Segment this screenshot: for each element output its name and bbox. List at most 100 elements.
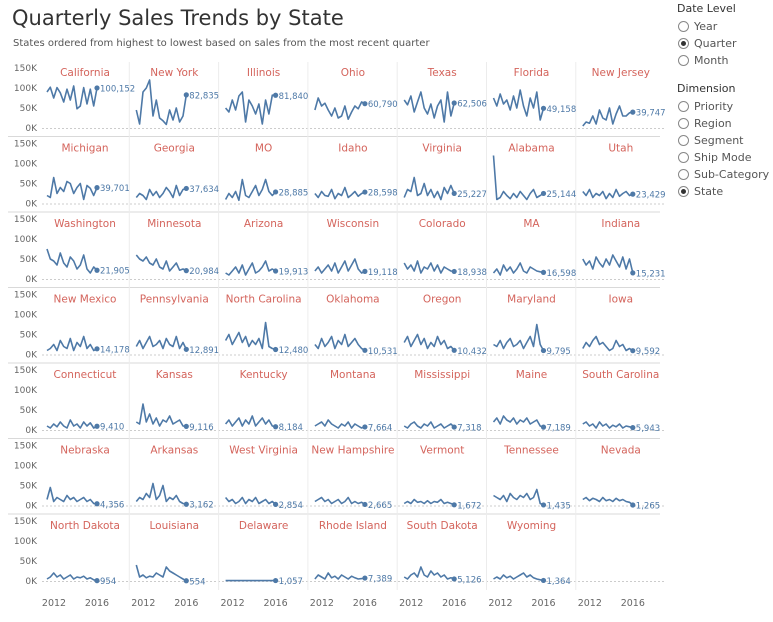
y-tick-label: 100K bbox=[14, 235, 38, 245]
y-tick-label: 50K bbox=[20, 180, 38, 190]
last-point bbox=[362, 189, 368, 195]
series-line bbox=[225, 260, 277, 276]
page-title: Quarterly Sales Trends by State bbox=[12, 6, 344, 30]
state-label: Vermont bbox=[420, 445, 464, 457]
data-label: 10,531 bbox=[368, 347, 398, 357]
last-point bbox=[630, 348, 636, 354]
last-point bbox=[362, 575, 368, 581]
last-point bbox=[94, 501, 100, 507]
date-level-title: Date Level bbox=[677, 2, 736, 15]
series-line bbox=[135, 184, 187, 201]
y-tick-label: 100K bbox=[14, 84, 38, 94]
radio-dim-segment[interactable]: Segment bbox=[678, 132, 744, 148]
data-label: 2,854 bbox=[279, 501, 303, 511]
last-point bbox=[273, 92, 279, 98]
last-point bbox=[273, 577, 279, 584]
radio-dim-state[interactable]: State bbox=[678, 183, 723, 199]
state-label: Kansas bbox=[156, 369, 193, 381]
state-label: North Dakota bbox=[50, 520, 120, 532]
series-line bbox=[582, 188, 634, 200]
series-line bbox=[135, 254, 187, 272]
radio-dim-priority[interactable]: Priority bbox=[678, 98, 733, 114]
y-tick-label: 100K bbox=[14, 386, 38, 396]
series-line bbox=[314, 186, 366, 200]
series-line bbox=[135, 564, 187, 582]
data-label: 20,984 bbox=[189, 267, 219, 277]
radio-icon bbox=[678, 151, 689, 163]
last-point bbox=[451, 502, 457, 508]
radio-label: Segment bbox=[694, 133, 744, 147]
data-label: 23,429 bbox=[636, 191, 666, 201]
last-point bbox=[451, 100, 457, 106]
state-label: Mississippi bbox=[414, 369, 470, 381]
state-label: Colorado bbox=[419, 218, 466, 230]
x-tick-label: 2012 bbox=[399, 598, 423, 609]
data-label: 3,162 bbox=[189, 501, 213, 511]
series-line bbox=[314, 572, 366, 580]
radio-label: Priority bbox=[694, 99, 734, 113]
last-point bbox=[362, 424, 368, 430]
last-point bbox=[362, 101, 368, 107]
last-point bbox=[362, 347, 368, 353]
last-point bbox=[630, 270, 636, 276]
data-label: 7,318 bbox=[457, 424, 481, 434]
data-label: 554 bbox=[189, 577, 205, 587]
series-line bbox=[582, 335, 634, 352]
data-label: 16,598 bbox=[547, 269, 577, 279]
data-label: 1,265 bbox=[636, 501, 660, 511]
state-label: West Virginia bbox=[229, 445, 298, 457]
last-point bbox=[451, 268, 457, 275]
last-point bbox=[630, 502, 636, 508]
last-point bbox=[183, 346, 189, 352]
data-label: 49,158 bbox=[547, 105, 577, 115]
last-point bbox=[540, 269, 547, 275]
y-tick-label: 50K bbox=[20, 406, 38, 416]
y-tick-label: 50K bbox=[20, 482, 38, 492]
series-line bbox=[403, 566, 455, 580]
series-line bbox=[582, 496, 634, 506]
radio-label: Month bbox=[694, 53, 729, 67]
data-label: 12,891 bbox=[189, 346, 219, 356]
series-line bbox=[46, 335, 98, 352]
series-line bbox=[46, 85, 98, 110]
y-tick-label: 0K bbox=[25, 351, 38, 361]
x-tick-label: 2012 bbox=[310, 598, 334, 609]
state-label: Arkansas bbox=[150, 445, 198, 457]
series-line bbox=[224, 496, 277, 506]
last-point bbox=[273, 346, 279, 353]
state-label: New York bbox=[150, 67, 199, 79]
last-point bbox=[183, 501, 189, 507]
y-tick-label: 100K bbox=[14, 160, 38, 170]
radio-icon bbox=[678, 100, 689, 112]
data-label: 37,634 bbox=[189, 185, 219, 195]
series-line bbox=[403, 260, 455, 274]
state-label: Oklahoma bbox=[326, 294, 379, 306]
series-line bbox=[46, 248, 98, 274]
data-label: 7,664 bbox=[368, 423, 392, 433]
radio-date-year[interactable]: Year bbox=[678, 18, 717, 34]
last-point bbox=[540, 190, 547, 197]
radio-date-month[interactable]: Month bbox=[678, 52, 728, 68]
series-line bbox=[493, 323, 545, 351]
x-tick-label: 2016 bbox=[85, 598, 109, 609]
state-label: Ohio bbox=[341, 67, 365, 79]
x-tick-label: 2012 bbox=[221, 598, 245, 609]
last-point bbox=[94, 267, 100, 273]
x-tick-label: 2016 bbox=[174, 598, 198, 609]
state-label: Louisiana bbox=[150, 520, 200, 532]
radio-date-quarter[interactable]: Quarter bbox=[678, 35, 737, 51]
data-label: 100,152 bbox=[100, 84, 135, 94]
radio-dim-sub-category[interactable]: Sub-Category bbox=[678, 166, 769, 182]
radio-dim-region[interactable]: Region bbox=[678, 115, 732, 131]
state-label: MO bbox=[255, 143, 272, 155]
series-line bbox=[135, 403, 187, 428]
series-line bbox=[224, 91, 276, 125]
radio-dim-ship-mode[interactable]: Ship Mode bbox=[678, 149, 751, 165]
state-label: California bbox=[60, 67, 110, 79]
y-tick-label: 150K bbox=[14, 140, 38, 150]
state-label: Nevada bbox=[601, 445, 641, 457]
y-tick-label: 50K bbox=[20, 557, 38, 567]
data-label: 9,410 bbox=[100, 423, 124, 433]
last-point bbox=[540, 577, 547, 584]
state-label: Michigan bbox=[61, 143, 108, 155]
